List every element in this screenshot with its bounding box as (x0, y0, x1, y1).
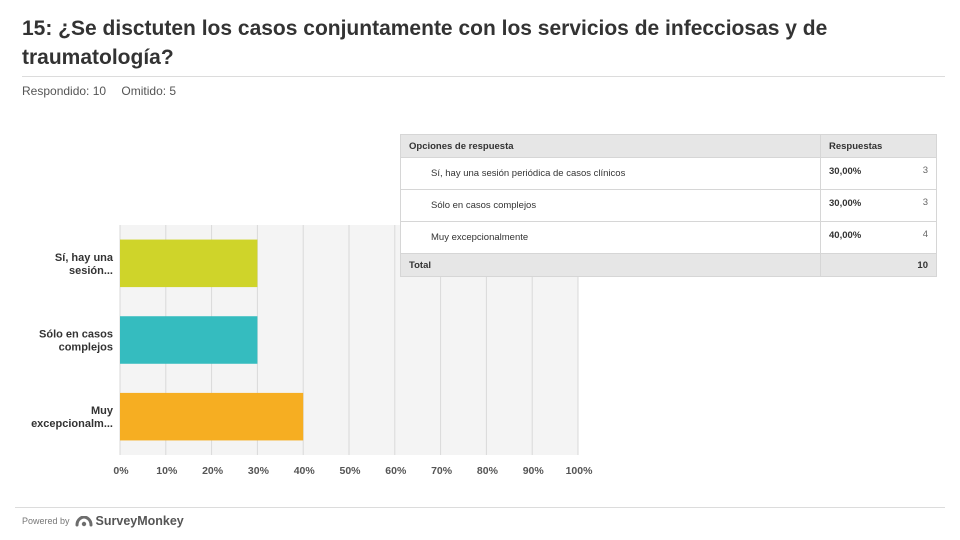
option-label: Sí, hay una sesión periódica de casos cl… (400, 157, 821, 190)
x-tick-label: 10% (156, 465, 178, 477)
response-percent: 30,00% (829, 198, 862, 209)
response-cell: 30,00% 3 (820, 189, 937, 222)
table-header-row: Opciones de respuesta Respuestas (400, 134, 937, 158)
powered-by-text: Powered by (22, 516, 70, 526)
table-row: Muy excepcionalmente 40,00% 4 (400, 221, 937, 254)
option-label: Sólo en casos complejos (400, 189, 821, 222)
x-tick-label: 70% (431, 465, 453, 477)
x-tick-label: 30% (248, 465, 270, 477)
chart-bars (120, 239, 304, 441)
category-label: complejos (59, 342, 113, 354)
x-tick-label: 80% (477, 465, 499, 477)
response-percent: 40,00% (829, 230, 862, 241)
answered-count: Respondido: 10 (22, 84, 107, 98)
category-label: Sí, hay una (55, 252, 114, 264)
question-title: 15: ¿Se disctuten los casos conjuntament… (22, 17, 828, 69)
footer: Powered by SurveyMonkey (22, 514, 184, 528)
x-tick-label: 20% (202, 465, 224, 477)
x-tick-label: 0% (113, 465, 129, 477)
header-options: Opciones de respuesta (400, 134, 821, 158)
category-label: excepcionalm... (31, 418, 113, 430)
response-count: 4 (922, 229, 928, 240)
surveymonkey-logo: SurveyMonkey (75, 514, 184, 528)
category-label: Sólo en casos (39, 329, 113, 341)
monkey-logo-icon (75, 515, 93, 526)
total-label: Total (400, 253, 821, 277)
table-total-row: Total 10 (400, 253, 937, 277)
category-label: Muy (91, 405, 114, 417)
response-count: 3 (922, 165, 928, 176)
x-tick-label: 40% (294, 465, 316, 477)
response-cell: 40,00% 4 (820, 221, 937, 254)
header-responses: Respuestas (820, 134, 937, 158)
response-percent: 30,00% (829, 166, 862, 177)
bar (120, 239, 258, 288)
response-cell: 30,00% 3 (820, 157, 937, 190)
x-tick-label: 50% (339, 465, 361, 477)
response-summary: Respondido: 10 Omitido: 5 (22, 84, 188, 98)
bar (120, 316, 258, 364)
total-value: 10 (820, 253, 937, 277)
category-label: sesión... (69, 265, 113, 277)
footer-divider (15, 507, 945, 508)
skipped-count: Omitido: 5 (121, 84, 177, 98)
table-row: Sólo en casos complejos 30,00% 3 (400, 189, 937, 222)
response-table: Opciones de respuesta Respuestas Sí, hay… (400, 134, 937, 277)
option-label: Muy excepcionalmente (400, 221, 821, 254)
title-divider (22, 76, 945, 77)
table-row: Sí, hay una sesión periódica de casos cl… (400, 157, 937, 190)
chart-x-axis: 0% 10% 20% 30% 40% 50% 60% 70% 80% 90% 100% (113, 465, 593, 477)
x-tick-label: 100% (566, 465, 594, 477)
bar (120, 392, 304, 441)
brand-name: SurveyMonkey (95, 514, 184, 528)
response-count: 3 (922, 197, 928, 208)
x-tick-label: 90% (523, 465, 545, 477)
x-tick-label: 60% (385, 465, 407, 477)
